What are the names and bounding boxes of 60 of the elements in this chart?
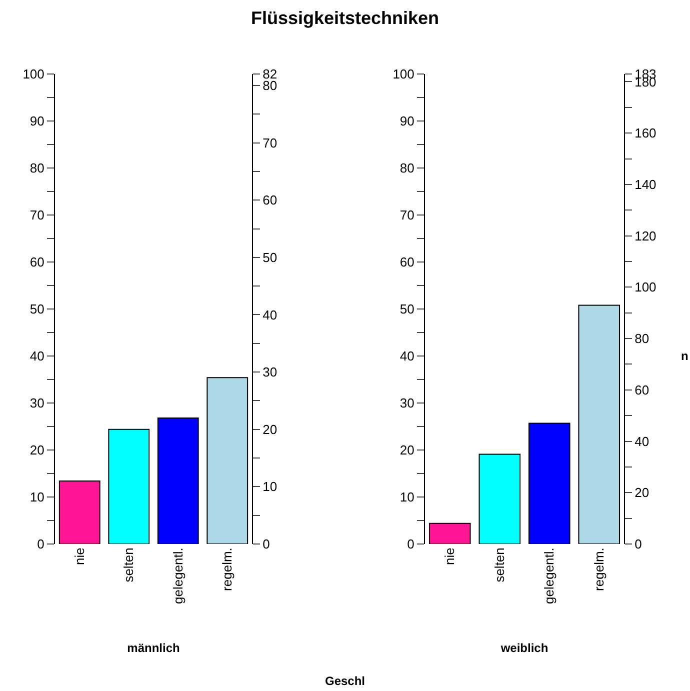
y2-tick-label: 80 [634,331,650,346]
y2-tick-label: 60 [634,382,650,398]
y2-tick-label: 10 [262,479,278,494]
y2-tick-label: 40 [262,307,278,322]
bar [428,522,471,544]
y2-tick-label: 100 [634,280,656,295]
y-tick-label: 90 [400,114,414,129]
y2-tick-label: 50 [262,250,278,265]
bar [206,377,248,544]
y2-axis-title: n [681,349,688,363]
y-tick-label: 10 [400,490,414,505]
y2-tick-label: 40 [634,434,650,449]
bar [478,454,521,544]
x-tick-label: regelm. [591,548,606,591]
x-tick-label: regelm. [220,548,235,591]
x-axis-title: weiblich [500,640,548,655]
y-tick-label: 40 [400,348,414,364]
x-tick-label: gelegentl. [170,548,186,604]
y-tick-label: 90 [30,114,44,129]
y2-tick-label: 30 [262,364,278,380]
y-tick-label: 0 [37,536,44,552]
y2-tick-label: 20 [634,485,650,500]
x-axis-title: männlich [127,640,180,655]
y-tick-label: 80 [400,160,414,176]
text: Flüssigkeitstechniken [250,8,440,29]
y-tick-label: 30 [400,396,414,411]
y2-tick-label: 20 [262,422,278,437]
bar [58,480,100,544]
bar [528,422,570,544]
y-tick-label: 40 [30,348,44,364]
y-tick-label: 60 [400,254,414,270]
y-tick-label: 20 [30,442,44,458]
bar [157,418,199,544]
y-tick-label: 50 [400,302,414,317]
x-tick-label: nie [72,548,87,565]
y-tick-label: 10 [30,490,44,505]
y-tick-label: 0 [407,536,414,552]
bar [108,428,150,544]
y-tick-label: 80 [30,160,44,176]
bar [578,304,620,544]
y2-tick-label: 60 [262,192,278,208]
y-tick-label: 50 [30,302,44,317]
y-tick-label: 100 [22,66,44,82]
y-tick-label: 100 [392,66,414,82]
y-tick-label: 20 [400,442,414,458]
y2-tick-label: 140 [634,176,656,192]
x-tick-label: selten [121,548,136,582]
y-tick-label: 60 [30,254,44,270]
y-tick-label: 30 [30,396,44,411]
y2-tick-label: 70 [262,135,278,150]
y2-tick-label: 160 [634,126,656,141]
y2-tick-label: 120 [634,228,656,244]
y2-tick-label: 0 [262,536,270,552]
y2-tick-label: 0 [634,536,642,552]
y-tick-label: 70 [30,208,44,223]
x-tick-label: nie [442,548,458,565]
x-tick-label: selten [492,548,507,582]
x-tick-label: gelegentl. [542,548,557,604]
y-tick-label: 70 [400,208,414,223]
text: Geschl [324,674,366,688]
